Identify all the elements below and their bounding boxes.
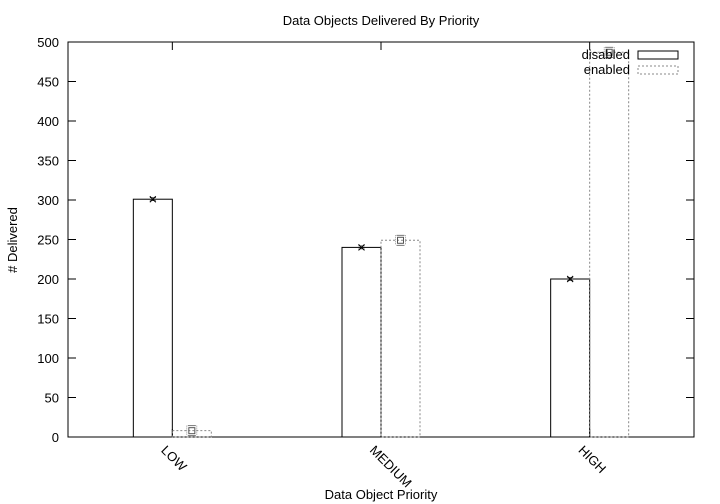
bar-enabled-medium [380,239,421,438]
bar-enabled-high [589,51,630,438]
legend-label-disabled: disabled [582,47,630,62]
y-tick-label: 200 [37,272,59,287]
point-marker-square [603,46,615,58]
bar-series-group [132,46,630,438]
point-marker-square [395,234,406,246]
y-tick-label: 50 [45,391,59,406]
x-axis-label: Data Object Priority [325,487,438,502]
y-tick-label: 100 [37,351,59,366]
point-marker-x [566,275,574,283]
x-tick-label: MEDIUM [367,443,415,491]
y-tick-label: 350 [37,154,59,169]
y-axis-label: # Delivered [5,207,20,273]
point-marker-square [186,425,198,437]
x-axis: LOW MEDIUM HIGH [158,42,609,490]
y-tick-label: 150 [37,312,59,327]
x-tick-label: HIGH [576,443,610,477]
bar-disabled-high [550,278,591,438]
bar-disabled-low [132,198,173,438]
y-axis: 0 50 100 150 200 250 300 350 400 450 500 [37,35,694,445]
point-marker-x [149,195,157,203]
x-tick-label: LOW [158,443,190,475]
y-tick-label: 250 [37,233,59,248]
y-tick-label: 400 [37,114,59,129]
legend-swatch-disabled [637,50,679,60]
point-marker-x [358,244,365,251]
chart-title: Data Objects Delivered By Priority [283,13,480,28]
legend-swatch-enabled [637,65,679,75]
legend-label-enabled: enabled [584,62,630,77]
y-tick-label: 300 [37,193,59,208]
bar-disabled-medium [341,246,382,438]
y-tick-label: 450 [37,75,59,90]
bar-enabled-low [171,430,212,438]
y-tick-label: 500 [37,35,59,50]
y-tick-label: 0 [52,430,59,445]
